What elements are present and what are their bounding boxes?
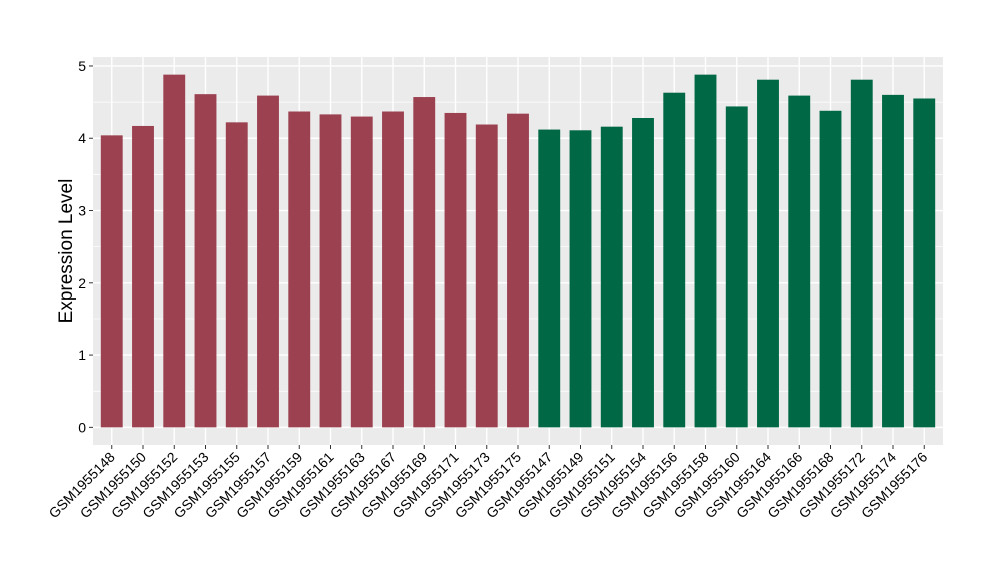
bar-GSM1955157 (257, 95, 279, 428)
bar-GSM1955153 (194, 94, 217, 428)
bar-GSM1955149 (569, 130, 592, 428)
bar-GSM1955151 (600, 126, 623, 428)
y-tick-label: 0 (78, 419, 86, 435)
bar-GSM1955152 (163, 74, 186, 428)
bar-GSM1955174 (882, 94, 904, 428)
bar-GSM1955175 (507, 113, 529, 428)
bar-GSM1955164 (757, 79, 779, 428)
bar-GSM1955166 (788, 95, 811, 428)
bar-GSM1955169 (413, 97, 436, 428)
y-tick-label: 1 (78, 347, 86, 363)
bar-GSM1955156 (663, 92, 686, 428)
bar-GSM1955173 (475, 124, 498, 428)
bar-GSM1955172 (850, 79, 873, 428)
bar-GSM1955161 (319, 114, 342, 428)
x-axis: GSM1955148GSM1955150GSM1955152GSM1955153… (45, 445, 931, 521)
bar-GSM1955150 (132, 125, 154, 428)
y-axis: 0 1 2 3 4 5 (78, 58, 93, 435)
bar-GSM1955155 (225, 122, 248, 428)
bar-GSM1955176 (913, 98, 936, 428)
bar-GSM1955159 (288, 111, 311, 428)
bar-GSM1955147 (538, 129, 561, 428)
bar-GSM1955154 (632, 118, 654, 428)
y-tick-label: 3 (78, 203, 86, 219)
bar-GSM1955171 (444, 112, 467, 428)
bar-GSM1955148 (100, 135, 123, 428)
y-tick-label: 5 (78, 58, 86, 74)
bar-GSM1955168 (819, 110, 842, 428)
y-tick-label: 2 (78, 275, 86, 291)
bar-GSM1955163 (350, 116, 373, 428)
y-axis-label: Expression Level (56, 179, 77, 324)
bar-GSM1955167 (382, 111, 404, 428)
y-tick-label: 4 (78, 130, 86, 146)
bar-GSM1955160 (725, 106, 748, 428)
bar-GSM1955158 (694, 74, 717, 428)
bars (100, 74, 936, 428)
